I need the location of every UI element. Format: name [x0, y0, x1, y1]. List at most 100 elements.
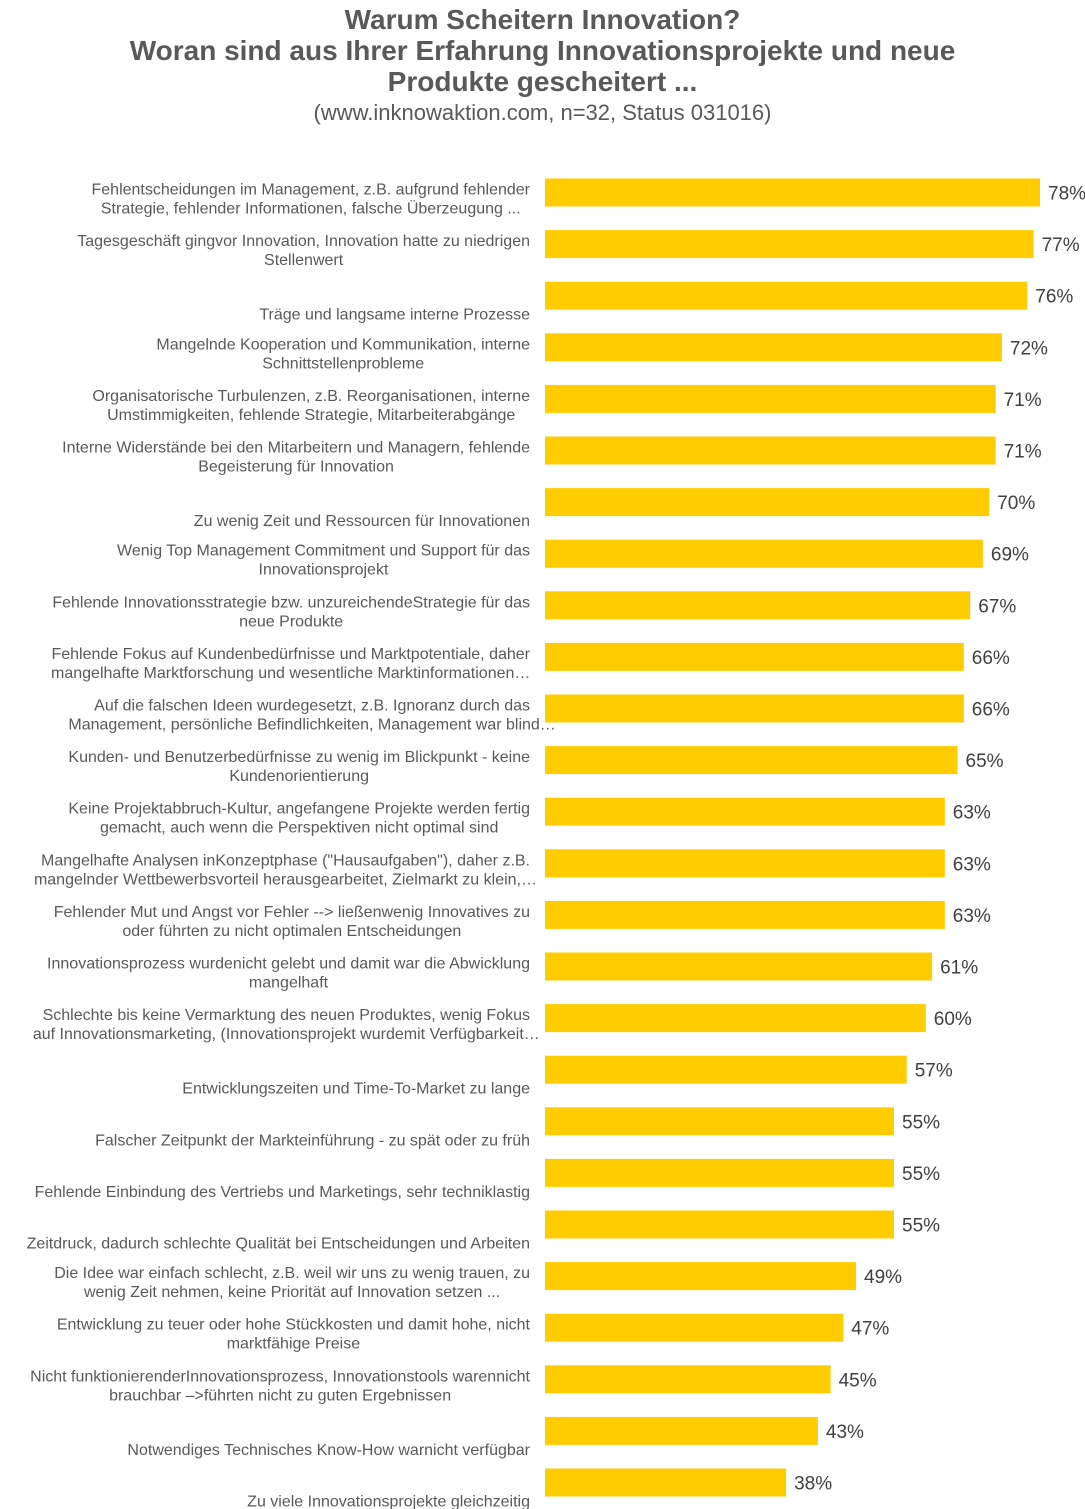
bar-15: [545, 900, 945, 929]
category-label-19-line-1: Falscher Zeitpunkt der Markteinführung -…: [95, 1132, 530, 1149]
category-label-20: Fehlende Einbindung des Vertriebs und Ma…: [35, 1184, 530, 1201]
bar-9: [545, 591, 971, 620]
category-label-15-line-2: oder führten zu nicht optimalen Entschei…: [122, 923, 461, 940]
value-label-16: 61%: [940, 958, 978, 979]
category-label-18-line-1: Entwicklungszeiten und Time-To-Market zu…: [182, 1081, 530, 1098]
value-label-26: 38%: [794, 1474, 832, 1495]
category-label-11-line-1: Auf die falschen Ideen wurdegesetzt, z.B…: [94, 698, 530, 715]
category-label-8-line-2: Innovationsprojekt: [259, 562, 389, 579]
bar-18: [545, 1055, 907, 1084]
category-label-7-line-1: Zu wenig Zeit und Ressourcen für Innovat…: [194, 513, 530, 530]
value-label-2: 77%: [1042, 235, 1080, 256]
category-label-20-line-1: Fehlende Einbindung des Vertriebs und Ma…: [35, 1184, 530, 1201]
value-label-15: 63%: [953, 906, 991, 927]
category-label-4-line-2: Schnittstellenprobleme: [262, 355, 424, 372]
value-label-18: 57%: [915, 1061, 953, 1082]
category-label-10: Fehlende Fokus auf Kundenbedürfnisse und…: [51, 646, 531, 682]
bar-14: [545, 849, 945, 878]
value-label-19: 55%: [902, 1112, 940, 1133]
value-label-8: 69%: [991, 545, 1029, 566]
bar-13: [545, 797, 945, 826]
value-label-5: 71%: [1004, 390, 1042, 411]
category-label-2-line-2: Stellenwert: [264, 252, 344, 269]
value-label-1: 78%: [1048, 184, 1085, 205]
value-label-21: 55%: [902, 1216, 940, 1237]
value-label-6: 71%: [1004, 442, 1042, 463]
category-label-23: Entwicklung zu teuer oder hohe Stückkost…: [57, 1317, 531, 1353]
category-label-13: Keine Projektabbruch-Kultur, angefangene…: [68, 801, 530, 837]
category-label-10-line-2: mangelhafte Marktforschung und wesentlic…: [51, 665, 530, 682]
category-label-8: Wenig Top Management Commitment und Supp…: [117, 543, 530, 579]
category-label-10-line-1: Fehlende Fokus auf Kundenbedürfnisse und…: [51, 646, 530, 663]
bar-8: [545, 539, 983, 568]
bar-24: [545, 1365, 831, 1394]
category-label-21: Zeitdruck, dadurch schlechte Qualität be…: [27, 1236, 530, 1253]
bar-4: [545, 333, 1002, 362]
value-label-4: 72%: [1010, 338, 1048, 359]
chart-title-line-2: Woran sind aus Ihrer Erfahrung Innovatio…: [129, 35, 956, 66]
category-label-9-line-1: Fehlende Innovationsstrategie bzw. unzur…: [52, 594, 530, 611]
value-label-13: 63%: [953, 803, 991, 824]
category-label-8-line-1: Wenig Top Management Commitment und Supp…: [117, 543, 530, 560]
bar-12: [545, 746, 958, 775]
category-label-14-line-1: Mangelhafte Analysen inKonzeptphase ("Ha…: [41, 852, 530, 869]
category-label-25: Notwendiges Technisches Know-How warnich…: [127, 1442, 530, 1459]
value-label-24: 45%: [839, 1370, 877, 1391]
category-label-21-line-1: Zeitdruck, dadurch schlechte Qualität be…: [27, 1236, 530, 1253]
category-label-6: Interne Widerstände bei den Mitarbeitern…: [62, 440, 530, 476]
category-label-22-line-2: wenig Zeit nehmen, keine Priorität auf I…: [83, 1284, 500, 1301]
bar-23: [545, 1313, 844, 1342]
bar-2: [545, 230, 1034, 259]
category-label-5-line-2: Umstimmigkeiten, fehlende Strategie, Mit…: [107, 407, 515, 424]
category-label-25-line-1: Notwendiges Technisches Know-How warnich…: [127, 1442, 530, 1459]
category-label-5-line-1: Organisatorische Turbulenzen, z.B. Reorg…: [92, 388, 530, 405]
category-label-12: Kunden- und Benutzerbedürfnisse zu wenig…: [68, 749, 530, 785]
chart-title-block: Warum Scheitern Innovation? Woran sind a…: [0, 4, 1085, 127]
value-label-10: 66%: [972, 648, 1010, 669]
category-label-5: Organisatorische Turbulenzen, z.B. Reorg…: [92, 388, 530, 424]
category-label-13-line-2: gemacht, auch wenn die Perspektiven nich…: [100, 820, 498, 837]
category-label-9-line-2: neue Produkte: [239, 613, 343, 630]
bar-26: [545, 1468, 787, 1497]
category-label-11: Auf die falschen Ideen wurdegesetzt, z.B…: [68, 698, 555, 734]
value-label-7: 70%: [997, 493, 1035, 514]
category-label-6-line-2: Begeisterung für Innovation: [198, 459, 394, 476]
value-label-12: 65%: [966, 751, 1004, 772]
category-label-15: Fehlender Mut und Angst vor Fehler --> l…: [54, 904, 530, 940]
category-label-26: Zu viele Innovationsprojekte gleichzeiti…: [247, 1494, 530, 1509]
bar-7: [545, 488, 990, 517]
category-label-2: Tagesgeschäft gingvor Innovation, Innova…: [77, 233, 530, 269]
chart-title-line-1: Warum Scheitern Innovation?: [344, 4, 741, 35]
category-label-17: Schlechte bis keine Vermarktung des neue…: [33, 1007, 540, 1043]
category-label-24: Nicht funktionierenderInnovationsprozess…: [30, 1368, 530, 1404]
bar-11: [545, 694, 964, 723]
value-label-11: 66%: [972, 700, 1010, 721]
category-label-1-line-2: Strategie, fehlender Informationen, fals…: [101, 200, 521, 218]
chart-subtitle: (www.inknowaktion.com, n=32, Status 0310…: [313, 100, 772, 125]
category-label-24-line-2: brauchbar –>führten nicht zu guten Ergeb…: [109, 1387, 451, 1404]
category-label-7: Zu wenig Zeit und Ressourcen für Innovat…: [194, 513, 530, 530]
value-label-23: 47%: [851, 1319, 889, 1340]
category-label-26-line-1: Zu viele Innovationsprojekte gleichzeiti…: [247, 1494, 530, 1509]
value-label-20: 55%: [902, 1164, 940, 1185]
category-label-17-line-2: auf Innovationsmarketing, (Innovationspr…: [33, 1026, 540, 1043]
value-label-25: 43%: [826, 1422, 864, 1443]
category-label-24-line-1: Nicht funktionierenderInnovationsprozess…: [30, 1368, 530, 1385]
category-label-16-line-2: mangelhaft: [249, 975, 329, 992]
category-label-3: Träge und langsame interne Prozesse: [259, 307, 530, 324]
category-label-22: Die Idee war einfach schlecht, z.B. weil…: [54, 1265, 530, 1301]
category-label-15-line-1: Fehlender Mut und Angst vor Fehler --> l…: [54, 904, 530, 921]
category-label-22-line-1: Die Idee war einfach schlecht, z.B. weil…: [54, 1265, 530, 1282]
category-label-18: Entwicklungszeiten und Time-To-Market zu…: [182, 1081, 530, 1098]
category-label-4: Mangelnde Kooperation und Kommunikation,…: [156, 336, 530, 372]
value-label-17: 60%: [934, 1009, 972, 1030]
category-label-23-line-2: marktfähige Preise: [227, 1336, 360, 1353]
bar-10: [545, 642, 964, 671]
category-label-11-line-2: Management, persönliche Befindlichkeiten…: [68, 717, 555, 734]
bar-21: [545, 1210, 894, 1239]
value-label-22: 49%: [864, 1267, 902, 1288]
category-label-17-line-1: Schlechte bis keine Vermarktung des neue…: [43, 1007, 530, 1024]
bar-17: [545, 1004, 926, 1033]
value-label-14: 63%: [953, 854, 991, 875]
